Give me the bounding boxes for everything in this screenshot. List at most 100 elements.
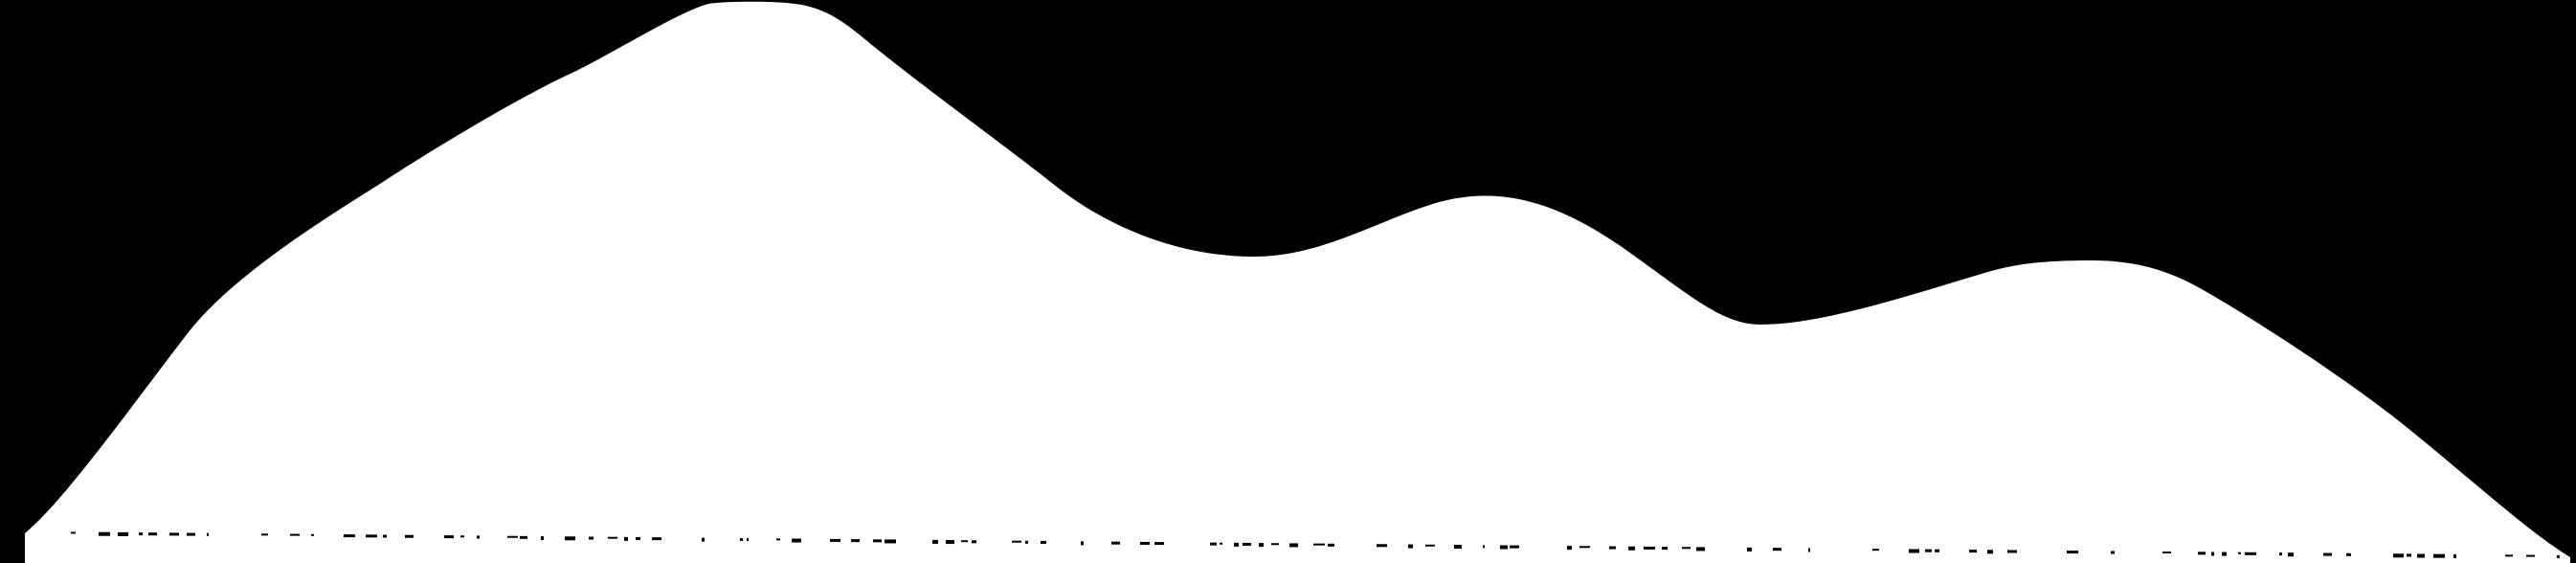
baseline-stipple-tick bbox=[366, 534, 377, 538]
baseline-stipple-tick bbox=[1696, 547, 1705, 552]
baseline-stipple-tick bbox=[1425, 544, 1435, 547]
baseline-stipple-tick bbox=[1935, 549, 1939, 552]
baseline-stipple-tick bbox=[2162, 551, 2171, 553]
baseline-stipple-tick bbox=[608, 536, 617, 539]
baseline-stipple-tick bbox=[1243, 542, 1251, 546]
baseline-stipple-tick bbox=[2526, 554, 2535, 557]
baseline-stipple-tick bbox=[169, 532, 179, 536]
baseline-stipple-tick bbox=[1025, 540, 1028, 544]
baseline-stipple-tick bbox=[1925, 549, 1932, 552]
baseline-stipple-tick bbox=[873, 539, 882, 543]
baseline-stipple-tick bbox=[2417, 553, 2425, 558]
baseline-stipple-tick bbox=[636, 536, 640, 540]
baseline-stipple-tick bbox=[1500, 545, 1508, 550]
baseline-stipple-tick bbox=[148, 532, 157, 536]
baseline-stipple-tick bbox=[2211, 552, 2214, 556]
baseline-stipple-tick bbox=[1220, 542, 1222, 545]
baseline-stipple-tick bbox=[1872, 549, 1879, 552]
baseline-stipple-tick bbox=[1909, 549, 1919, 553]
baseline-stipple-tick bbox=[1234, 542, 1239, 547]
baseline-stipple-tick bbox=[830, 538, 840, 542]
baseline-stipple-tick bbox=[1969, 550, 1977, 553]
baseline-stipple-tick bbox=[1609, 546, 1616, 550]
baseline-stipple-tick bbox=[2279, 552, 2282, 556]
baseline-stipple-tick bbox=[2007, 550, 2017, 553]
baseline-stipple-tick bbox=[1808, 548, 1810, 552]
baseline-stipple-tick bbox=[932, 539, 938, 544]
baseline-stipple-tick bbox=[624, 536, 628, 541]
baseline-stipple-tick bbox=[1662, 547, 1668, 551]
baseline-stipple-tick bbox=[1483, 545, 1485, 549]
baseline-stipple bbox=[71, 531, 2560, 558]
baseline-stipple-tick bbox=[792, 538, 801, 543]
baseline-stipple-tick bbox=[2505, 554, 2513, 557]
baseline-stipple-tick bbox=[1259, 543, 1264, 548]
baseline-stipple-tick bbox=[747, 538, 749, 542]
baseline-stipple-tick bbox=[946, 540, 954, 545]
baseline-stipple-tick bbox=[99, 531, 110, 536]
baseline-stipple-tick bbox=[589, 536, 594, 540]
baseline-stipple-tick bbox=[2323, 552, 2332, 556]
baseline-stipple-tick bbox=[2198, 552, 2206, 555]
baseline-stipple-tick bbox=[565, 536, 575, 541]
baseline-stipple-tick bbox=[261, 533, 268, 536]
baseline-stipple-tick bbox=[1081, 541, 1084, 546]
baseline-stipple-tick bbox=[1271, 543, 1279, 546]
baseline-stipple-tick bbox=[1328, 543, 1334, 547]
baseline-stipple-tick bbox=[1408, 544, 1413, 549]
baseline-stipple-tick bbox=[740, 538, 743, 542]
baseline-stipple-tick bbox=[444, 535, 454, 539]
baseline-stipple-tick bbox=[702, 537, 705, 542]
baseline-stipple-tick bbox=[1377, 544, 1387, 548]
baseline-stipple-tick bbox=[851, 539, 860, 543]
baseline-stipple-tick bbox=[1644, 546, 1655, 550]
baseline-stipple-tick bbox=[961, 540, 968, 543]
baseline-stipple-tick bbox=[1773, 548, 1781, 552]
baseline-stipple-tick bbox=[2288, 552, 2294, 557]
baseline-stipple-tick bbox=[885, 539, 896, 544]
baseline-stipple-tick bbox=[2433, 553, 2445, 558]
baseline-stipple-tick bbox=[541, 536, 544, 541]
baseline-stipple-tick bbox=[652, 537, 661, 541]
baseline-stipple-tick bbox=[2407, 553, 2411, 557]
baseline-stipple-tick bbox=[1313, 543, 1325, 546]
baseline-stipple-tick bbox=[1579, 546, 1590, 549]
baseline-stipple-tick bbox=[1154, 542, 1164, 546]
baseline-stipple-tick bbox=[1682, 547, 1691, 550]
baseline-stipple-tick bbox=[1111, 541, 1120, 545]
baseline-stipple-tick bbox=[507, 535, 518, 538]
baseline-stipple-tick bbox=[1454, 545, 1462, 550]
baseline-stipple-tick bbox=[1747, 547, 1752, 552]
baseline-stipple-tick bbox=[776, 538, 780, 541]
baseline-stipple-tick bbox=[1987, 550, 1993, 554]
baseline-stipple-tick bbox=[2393, 553, 2404, 558]
baseline-stipple-tick bbox=[2346, 552, 2351, 556]
baseline-stipple-tick bbox=[2453, 553, 2456, 558]
baseline-stipple-tick bbox=[187, 532, 195, 536]
baseline-stipple-tick bbox=[1210, 542, 1217, 546]
baseline-stipple-tick bbox=[2111, 551, 2115, 554]
baseline-stipple-tick bbox=[290, 533, 300, 536]
baseline-stipple-tick bbox=[1140, 541, 1150, 545]
baseline-stipple-tick bbox=[2067, 551, 2078, 554]
baseline-stipple-tick bbox=[1567, 546, 1572, 551]
baseline-stipple-tick bbox=[2557, 554, 2560, 558]
baseline-stipple-tick bbox=[139, 532, 143, 536]
baseline-stipple-tick bbox=[1041, 540, 1046, 544]
baseline-stipple-tick bbox=[383, 534, 387, 538]
baseline-stipple-tick bbox=[405, 534, 414, 538]
baseline-stipple-tick bbox=[1289, 543, 1298, 548]
baseline-stipple-tick bbox=[1628, 546, 1635, 551]
baseline-stipple-tick bbox=[2222, 552, 2227, 556]
baseline-stipple-tick bbox=[71, 531, 76, 534]
baseline-stipple-tick bbox=[118, 531, 128, 536]
baseline-stipple-tick bbox=[1510, 545, 1519, 549]
baseline-stipple-tick bbox=[520, 535, 527, 539]
baseline-stipple-tick bbox=[2245, 552, 2256, 555]
baseline-stipple-tick bbox=[344, 534, 355, 538]
baseline-stipple-tick bbox=[972, 540, 976, 544]
baseline-stipple-tick bbox=[477, 535, 480, 539]
baseline-stipple-tick bbox=[311, 533, 314, 536]
